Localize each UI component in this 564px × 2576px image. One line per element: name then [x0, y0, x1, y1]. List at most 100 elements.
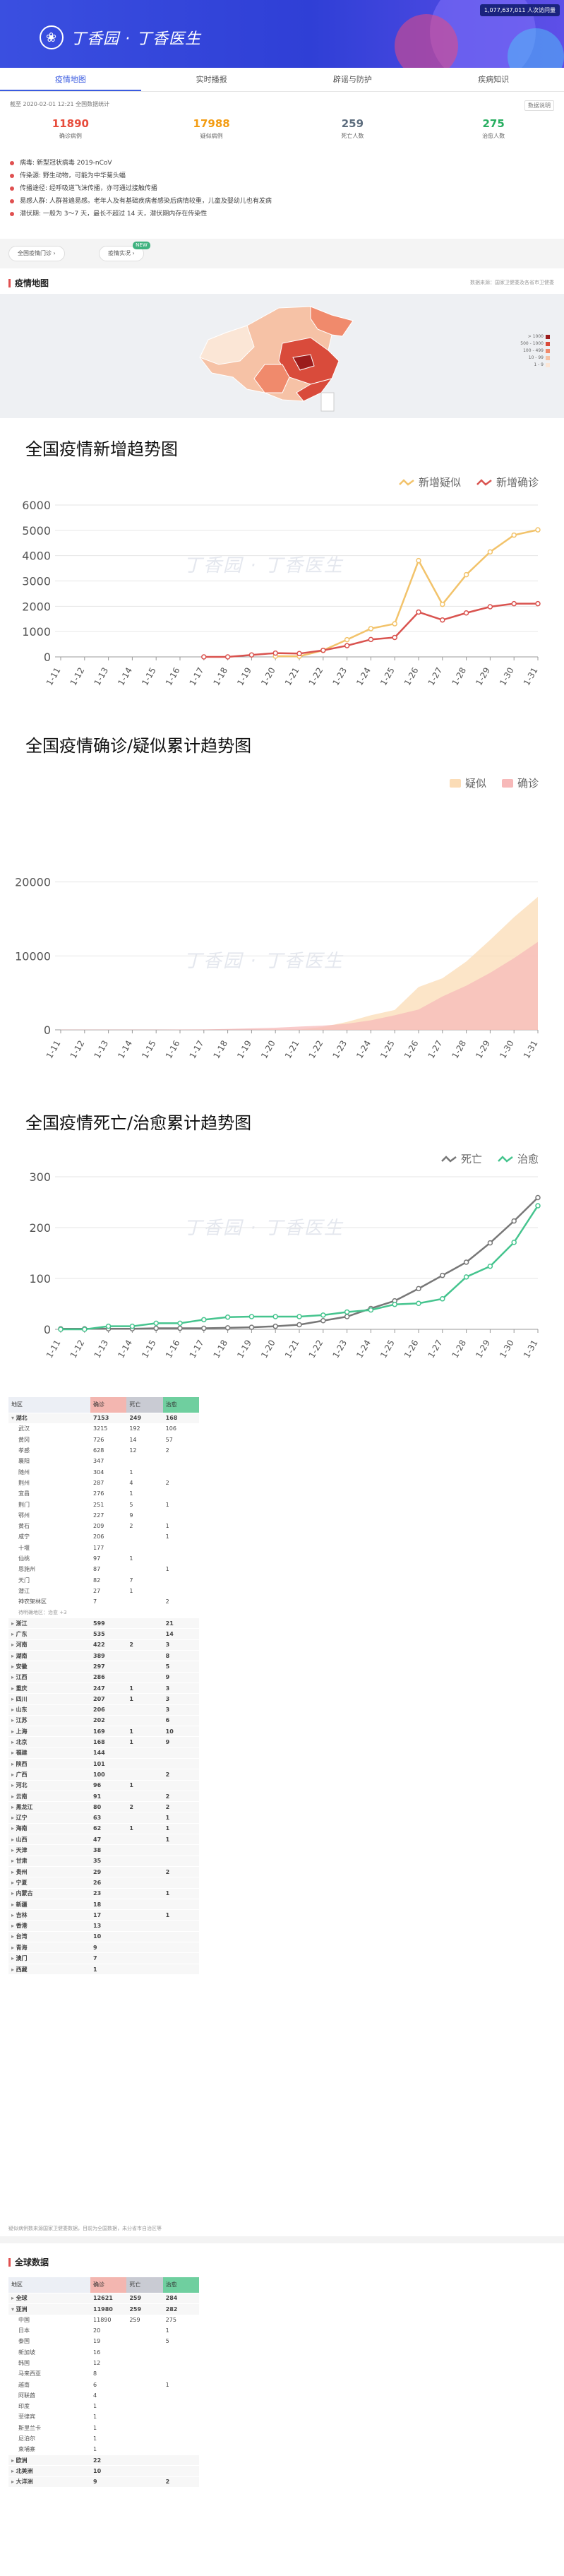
tab-news[interactable]: 实时播报 [196, 75, 227, 84]
series-line-新增疑似 [275, 528, 539, 658]
cell-cured: 282 [162, 2303, 199, 2315]
cell-region: 阿联酋 [18, 2392, 35, 2399]
legend-item[interactable]: 死亡 [441, 1151, 482, 1166]
cell-dead [126, 2401, 162, 2411]
cell-dead [126, 2465, 163, 2477]
header-banner: ❀ 丁香园 · 丁香医生 1,077,637,011 人次访问量 [0, 0, 564, 68]
cell-region: 广东 [8, 1628, 91, 1640]
tab-map[interactable]: 疫情地图 [0, 68, 141, 91]
data-point [440, 1272, 445, 1278]
data-point [392, 621, 397, 627]
city-row: 荆州 287 4 2 [8, 1478, 199, 1488]
cell-region: 欧洲 [8, 2454, 91, 2466]
cell-dead: 14 [129, 1436, 137, 1443]
cell-cured [163, 2433, 199, 2444]
cell-dead [126, 2336, 162, 2346]
global-title: 全球数据 [15, 2257, 49, 2267]
x-tick-label: 1-23 [330, 1339, 349, 1360]
x-tick-label: 1-21 [283, 1039, 301, 1061]
city-row: 鄂州 227 9 [8, 1510, 199, 1521]
x-tick-label: 1-22 [307, 666, 325, 688]
clinic-link[interactable]: 全国疫情门诊 › [8, 246, 65, 261]
cell-dead: 1 [129, 1468, 133, 1476]
data-note-button[interactable]: 数据说明 [524, 100, 554, 111]
data-point [248, 1314, 255, 1319]
x-tick-label: 1-17 [188, 666, 206, 688]
data-point [487, 1240, 493, 1246]
footnote-row: 待明确地区：治愈 +3 [8, 1607, 199, 1618]
province-row[interactable]: 西藏1 [8, 1963, 199, 1975]
legend-item[interactable]: 治愈 [498, 1151, 539, 1166]
cell-confirmed: 91 [90, 1790, 127, 1802]
epidemic-map[interactable]: > 1000 500 - 1000 100 - 499 10 - 99 1 - … [0, 294, 564, 418]
cell-confirmed: 11980 [90, 2303, 127, 2315]
info-item: 传播途径: 经呼吸道飞沫传播，亦可通过接触传播 [10, 182, 553, 195]
legend-text: 1 - 9 [534, 362, 544, 367]
data-point [535, 600, 541, 607]
legend-item[interactable]: 新增疑似 [399, 475, 461, 489]
data-point [344, 1309, 350, 1315]
cell-confirmed: 27 [93, 1587, 101, 1594]
x-tick-label: 1-18 [211, 1039, 229, 1061]
legend-item[interactable]: 新增确诊 [476, 475, 539, 489]
tab-knowledge[interactable]: 疾病知识 [478, 75, 510, 84]
tab-rumors[interactable]: 辟谣与防护 [332, 75, 372, 84]
legend-line-icon [441, 1155, 457, 1163]
cell-cured: 284 [162, 2292, 199, 2304]
live-link[interactable]: 疫情实况 › NEW [99, 242, 150, 261]
cell-cured [163, 1456, 199, 1466]
cell-dead: 1 [126, 1822, 163, 1834]
x-tick-label: 1-16 [164, 1039, 182, 1061]
x-tick-label: 1-12 [68, 666, 87, 688]
cell-dead: 2 [126, 1801, 163, 1812]
cell-dead: 249 [126, 1412, 163, 1424]
cell-region: 荆州 [18, 1479, 30, 1486]
cell-region: 神农架林区 [18, 1598, 47, 1605]
data-point [511, 1240, 517, 1245]
province-row[interactable]: 澳门7 [8, 1952, 199, 1964]
quick-links: 全国疫情门诊 › 疫情实况 › NEW [0, 239, 564, 268]
cell-cured: 2 [162, 2476, 199, 2488]
cell-region: 马来西亚 [18, 2370, 41, 2378]
province-row[interactable]: 青海9 [8, 1942, 199, 1953]
cell-region: 河北 [8, 1779, 91, 1791]
cell-region: 浙江 [8, 1618, 91, 1629]
legend-item[interactable]: 疑似 [449, 776, 486, 790]
legend-item[interactable]: 确诊 [501, 776, 539, 790]
